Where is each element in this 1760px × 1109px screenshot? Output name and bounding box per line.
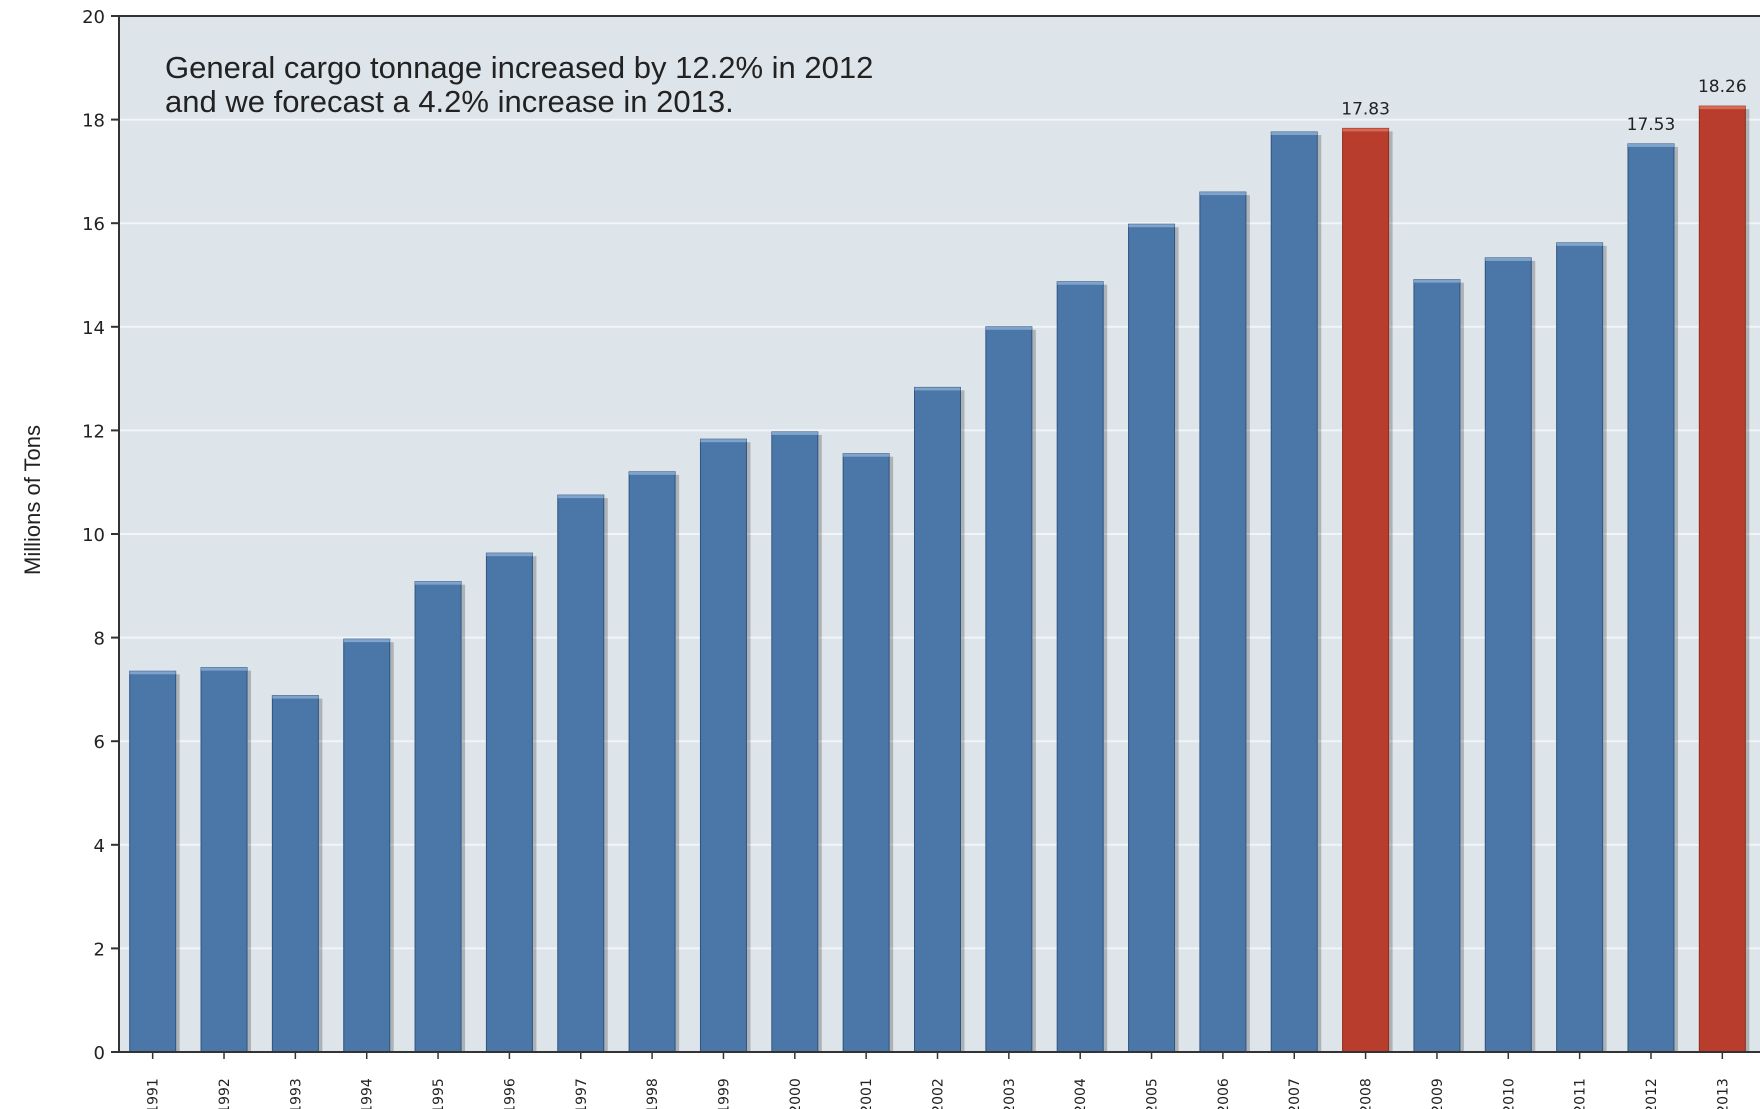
y-tick-label: 4 — [94, 836, 105, 857]
bar-1994 — [343, 638, 391, 1053]
y-tick-label: 8 — [94, 629, 105, 650]
bars — [129, 105, 1750, 1059]
y-tick-label: 10 — [82, 525, 105, 546]
x-tick-label: 1991 — [146, 1078, 162, 1109]
x-tick-label: 2009 — [1430, 1078, 1446, 1109]
y-tick-label: 18 — [82, 111, 105, 132]
bar-1998 — [628, 471, 676, 1053]
bar-top-highlight — [486, 553, 533, 557]
x-tick-label: 2013 — [1715, 1078, 1731, 1109]
bar-1995 — [414, 581, 462, 1053]
x-tick-label: 2010 — [1501, 1078, 1517, 1109]
y-tick-label: 6 — [94, 732, 105, 753]
bar-top-highlight — [1699, 106, 1746, 110]
y-tick-label: 12 — [82, 421, 105, 442]
bar-2009 — [1413, 279, 1461, 1053]
x-tick-label: 1992 — [217, 1078, 233, 1109]
x-tick-label: 2012 — [1644, 1078, 1660, 1109]
bar-2008 — [1342, 127, 1390, 1053]
bar-top-highlight — [771, 431, 818, 435]
x-tick-label: 1995 — [431, 1078, 447, 1109]
bar-2003 — [985, 326, 1033, 1053]
x-tick-label: 2000 — [788, 1078, 804, 1109]
x-tick-label: 2002 — [931, 1078, 947, 1109]
bar-top-highlight — [1556, 242, 1603, 246]
bar-2006 — [1199, 191, 1247, 1053]
data-label-2013: 18.26 — [1698, 77, 1747, 97]
bar-2013 — [1698, 105, 1746, 1053]
x-tick-label: 2007 — [1287, 1078, 1303, 1109]
x-tick-label: 2008 — [1359, 1078, 1375, 1109]
bar-top-highlight — [1413, 279, 1460, 283]
annotation-line-2: and we forecast a 4.2% increase in 2013. — [165, 84, 734, 119]
bar-top-highlight — [1057, 281, 1104, 285]
bar-top-highlight — [985, 326, 1032, 330]
bar-top-highlight — [415, 581, 462, 585]
bar-top-highlight — [201, 667, 248, 671]
bar-2000 — [771, 431, 819, 1053]
bar-2012 — [1627, 143, 1675, 1053]
annotation-line-1: General cargo tonnage increased by 12.2%… — [165, 50, 873, 85]
bar-2002 — [914, 386, 961, 1053]
bar-1996 — [485, 552, 533, 1053]
data-labels: 17.83 17.53 18.26 — [1341, 77, 1746, 135]
x-tick-label: 2011 — [1573, 1078, 1589, 1109]
x-tick-label: 1994 — [360, 1078, 376, 1109]
x-tick-label: 1997 — [574, 1078, 590, 1109]
bar-top-highlight — [700, 439, 747, 443]
bar-top-highlight — [1199, 192, 1246, 196]
y-tick-label: 2 — [94, 939, 105, 960]
bar-top-highlight — [629, 471, 676, 475]
bar-top-highlight — [272, 695, 319, 699]
bar-top-highlight — [843, 453, 890, 457]
bar-2004 — [1056, 281, 1104, 1053]
x-tick-label: 1993 — [288, 1078, 304, 1109]
x-tick-label: 1999 — [716, 1078, 732, 1109]
bar-1991 — [129, 670, 177, 1053]
bar-2005 — [1128, 223, 1176, 1053]
x-tick-label: 2005 — [1145, 1078, 1161, 1109]
bar-1997 — [557, 494, 605, 1053]
bar-top-highlight — [1342, 128, 1389, 132]
y-tick-label: 20 — [82, 7, 105, 28]
bar-2001 — [842, 453, 890, 1053]
x-tick-label: 2004 — [1073, 1078, 1089, 1109]
bar-top-highlight — [914, 387, 961, 391]
x-tick-label: 1998 — [645, 1078, 661, 1109]
data-label-2012: 17.53 — [1627, 115, 1676, 135]
x-tick-label: 2001 — [859, 1078, 875, 1109]
x-tick-label: 2006 — [1216, 1078, 1232, 1109]
y-tick-labels: 0 2 4 6 8 10 12 14 16 18 20 — [82, 7, 105, 1064]
bar-2007 — [1270, 131, 1318, 1053]
bar-1992 — [200, 667, 248, 1053]
bar-top-highlight — [1485, 257, 1532, 261]
bar-top-highlight — [1271, 132, 1318, 136]
data-label-2008: 17.83 — [1341, 99, 1390, 119]
bar-top-highlight — [343, 639, 390, 643]
x-tick-labels: 1991 1992 1993 1994 1995 1996 1997 1998 1999 2000… — [146, 1078, 1732, 1109]
axes — [118, 15, 1760, 1053]
bar-1993 — [271, 695, 319, 1053]
bar-1999 — [699, 438, 747, 1053]
bar-top-highlight — [557, 495, 604, 499]
bar-top-highlight — [1627, 143, 1674, 147]
bar-2011 — [1556, 242, 1604, 1053]
y-axis-label: Millions of Tons — [20, 425, 45, 575]
x-tick-label: 2003 — [1002, 1078, 1018, 1109]
x-tick-label: 1996 — [502, 1078, 518, 1109]
bar-2010 — [1484, 257, 1532, 1053]
y-tick-label: 0 — [94, 1043, 105, 1064]
y-tick-label: 16 — [82, 214, 105, 235]
y-tick-label: 14 — [82, 318, 105, 339]
bar-top-highlight — [1128, 224, 1175, 228]
bar-top-highlight — [129, 671, 176, 675]
